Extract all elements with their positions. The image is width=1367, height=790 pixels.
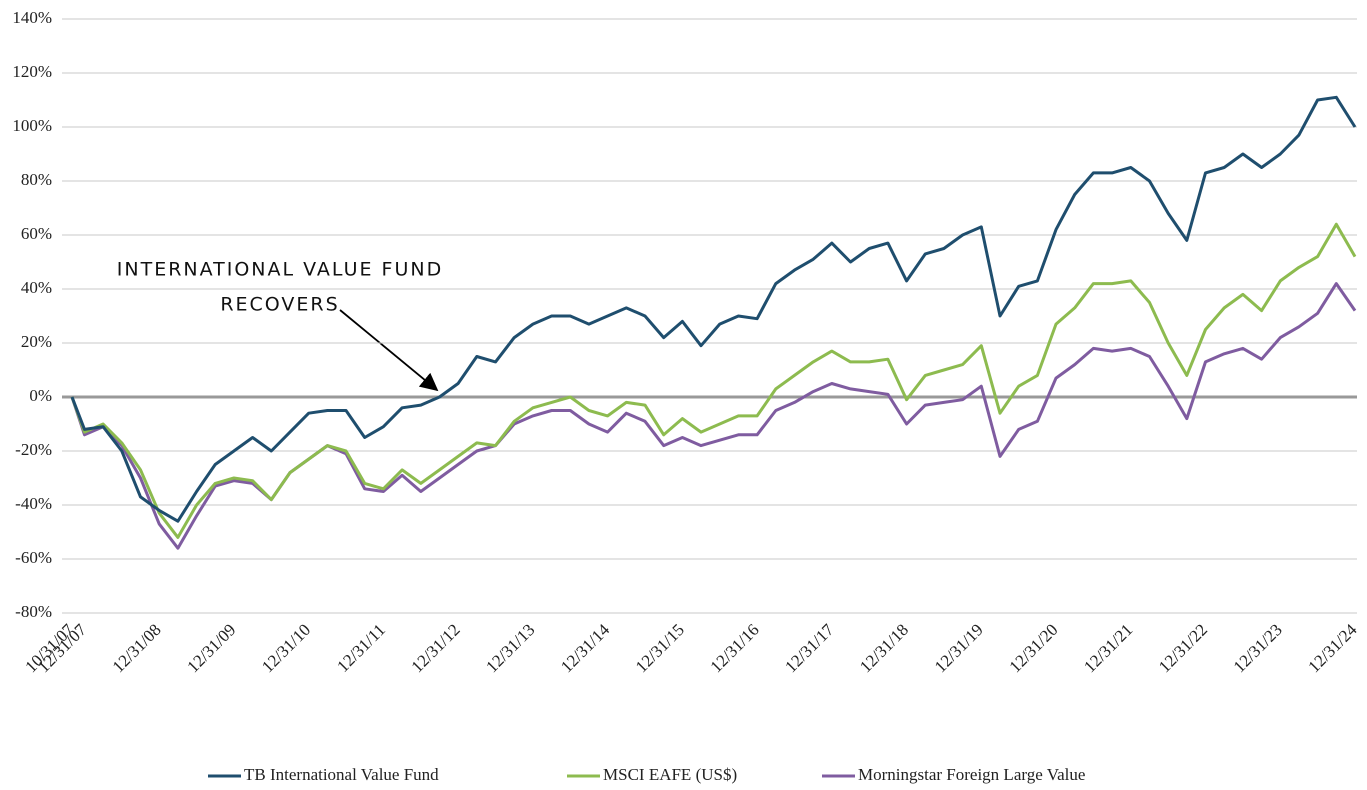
x-tick-label: 12/31/14 [557, 620, 614, 677]
x-tick-label: 12/31/13 [482, 620, 538, 676]
y-tick-label: 100% [12, 116, 52, 135]
series-line [70, 282, 1357, 550]
x-tick-label: 12/31/16 [707, 620, 763, 676]
x-tick-label: 12/31/12 [408, 620, 464, 676]
annotation: RECOVERS [220, 294, 339, 316]
annotation: INTERNATIONAL VALUE FUND [117, 259, 443, 281]
x-tick-label: 12/31/24 [1304, 620, 1361, 677]
x-tick-label: 12/31/19 [931, 620, 987, 676]
y-tick-label: -20% [15, 440, 52, 459]
x-tick-label: 12/31/17 [781, 620, 838, 677]
series-line [70, 222, 1357, 539]
x-tick-label: 12/31/09 [183, 620, 239, 676]
annotation-arrow [339, 309, 439, 392]
y-tick-label: 60% [21, 224, 52, 243]
x-tick-label: 12/31/20 [1005, 620, 1061, 676]
x-tick-label: 12/31/23 [1230, 620, 1286, 676]
x-tick-label: 12/31/21 [1080, 620, 1136, 676]
legend-label: MSCI EAFE (US$) [603, 765, 737, 784]
series-line [70, 95, 1357, 523]
y-tick-label: -60% [15, 548, 52, 567]
y-tick-label: 0% [29, 386, 52, 405]
x-tick-label: 12/31/11 [333, 620, 389, 676]
y-tick-label: -80% [15, 602, 52, 621]
x-tick-label: 12/31/10 [258, 620, 314, 676]
y-tick-label: 20% [21, 332, 52, 351]
legend-label: TB International Value Fund [244, 765, 439, 784]
y-tick-label: 80% [21, 170, 52, 189]
x-tick-label: 12/31/08 [109, 620, 165, 676]
y-tick-label: 40% [21, 278, 52, 297]
x-tick-label: 12/31/15 [632, 620, 688, 676]
x-tick-label: 12/31/22 [1155, 620, 1211, 676]
y-tick-label: -40% [15, 494, 52, 513]
x-tick-label: 12/31/18 [856, 620, 912, 676]
y-tick-label: 140% [12, 8, 52, 27]
y-tick-label: 120% [12, 62, 52, 81]
legend-label: Morningstar Foreign Large Value [858, 765, 1085, 784]
